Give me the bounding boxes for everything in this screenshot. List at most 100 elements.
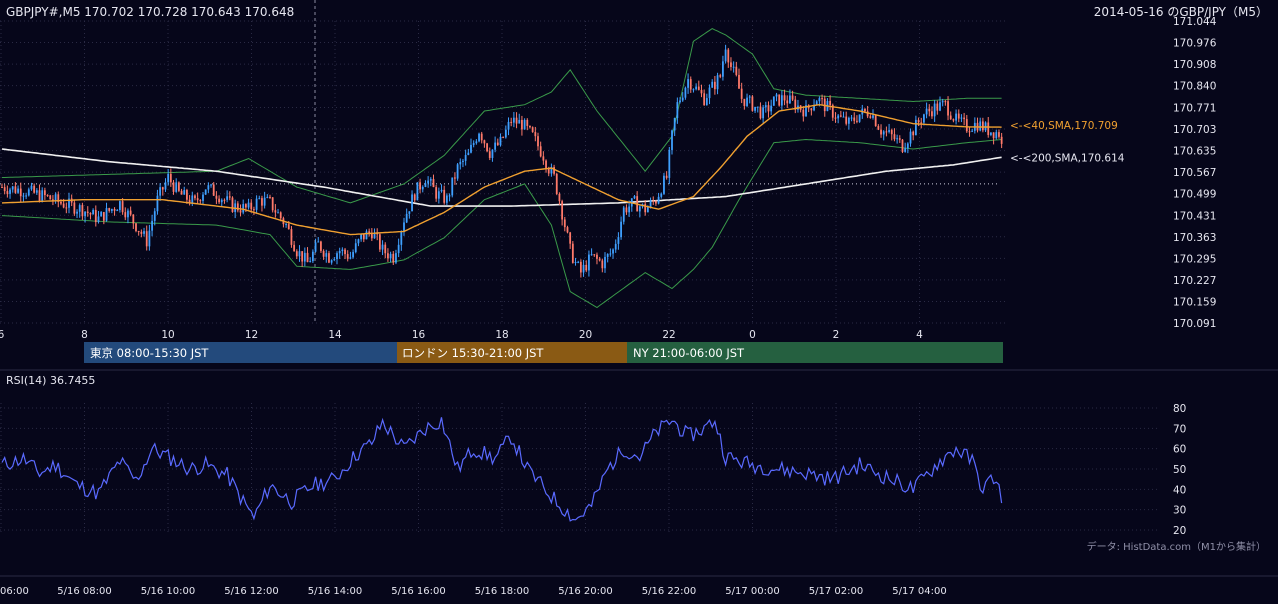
chart-title: 2014-05-16 のGBP/JPY（M5） [1094, 5, 1268, 19]
candle-body [161, 187, 164, 190]
candle-body [306, 252, 309, 263]
candle-body [885, 131, 888, 133]
candle-body [837, 115, 840, 119]
candle-body [124, 212, 127, 218]
rsi-tick-label: 30 [1173, 505, 1186, 517]
price-tick-label: 170.431 [1173, 210, 1216, 222]
candle-body [269, 196, 271, 198]
candle-body [100, 212, 103, 217]
candle-body [352, 252, 354, 258]
hour-tick-label: 12 [245, 329, 258, 341]
hour-tick-label: 14 [328, 329, 342, 341]
candle-body [955, 113, 957, 121]
hour-tick-label: 2 [833, 329, 840, 341]
candle-body [38, 190, 41, 201]
candle-body [708, 87, 711, 99]
candle-body [604, 256, 606, 269]
candle-body [601, 260, 604, 269]
candle-body [545, 160, 547, 169]
candle-body [314, 242, 317, 252]
candle-body [60, 201, 62, 204]
candle-body [472, 143, 475, 145]
candle-body [486, 143, 488, 152]
candle-body [226, 196, 229, 200]
candle-body [652, 200, 655, 202]
candle-body [330, 260, 333, 263]
candle-body [936, 103, 939, 111]
data-source: データ: HistData.com（M1から集計） [1087, 540, 1266, 553]
candle-body [850, 117, 853, 119]
candle-body [102, 212, 105, 221]
candle-body [365, 231, 368, 240]
candle-body [1, 187, 3, 189]
candle-body [266, 196, 269, 198]
hour-tick-label: 4 [916, 329, 923, 341]
candle-body [810, 108, 813, 111]
candle-body [261, 198, 263, 206]
candle-body [901, 139, 904, 152]
candle-body [944, 101, 947, 103]
candle-body [35, 190, 38, 193]
candle-body [775, 94, 778, 97]
candle-body [705, 98, 708, 106]
time-tick-label: 5/16 20:00 [558, 586, 612, 597]
candle-body [507, 121, 510, 130]
candle-body [86, 211, 89, 214]
candle-body [156, 195, 159, 212]
candle-body [239, 210, 242, 213]
candle-body [250, 202, 253, 210]
candle-body [791, 95, 794, 100]
candle-body [167, 173, 170, 183]
session-ny-label: NY 21:00-06:00 JST [633, 346, 745, 360]
candle-body [703, 93, 706, 106]
candle-body [877, 126, 880, 130]
candle-body [510, 121, 513, 123]
candle-body [606, 254, 609, 257]
candle-body [325, 253, 328, 257]
candle-body [872, 115, 874, 118]
candle-body [504, 129, 507, 138]
candle-body [727, 49, 730, 63]
candle-body [697, 86, 700, 90]
candle-body [320, 241, 322, 251]
candle-body [164, 182, 167, 190]
candle-body [470, 144, 472, 153]
candle-body [65, 207, 68, 209]
candle-body [534, 132, 537, 137]
candle-body [97, 216, 100, 223]
candle-body [89, 213, 92, 215]
candle-body [435, 187, 438, 199]
candle-body [904, 148, 907, 152]
candle-body [805, 105, 807, 117]
candle-body [151, 220, 153, 231]
candle-body [542, 156, 545, 161]
candle-body [815, 101, 818, 106]
rsi-polyline [1, 417, 1003, 522]
candle-body [813, 105, 815, 111]
candle-body [987, 122, 990, 135]
candle-body [322, 250, 325, 257]
candle-body [842, 116, 845, 118]
candle-body [17, 188, 19, 193]
candle-body [336, 253, 338, 260]
candle-body [496, 142, 499, 146]
candle-body [574, 261, 577, 263]
price-tick-label: 170.295 [1173, 253, 1216, 265]
candle-body [370, 233, 373, 239]
candle-body [62, 203, 65, 208]
candle-body [462, 160, 464, 162]
candle-body [41, 190, 44, 201]
candle-body [242, 204, 245, 213]
price-tick-label: 170.840 [1173, 81, 1216, 93]
sma40-label: <-<40,SMA,170.709 [1010, 120, 1118, 132]
candle-body [387, 253, 389, 259]
candle-body [488, 151, 491, 158]
candle-body [890, 130, 893, 135]
candle-body [220, 199, 223, 203]
candle-body [770, 105, 773, 112]
candle-body [400, 231, 403, 245]
candle-body [676, 102, 679, 119]
symbol-line: GBPJPY#,M5 170.702 170.728 170.643 170.6… [6, 5, 294, 19]
